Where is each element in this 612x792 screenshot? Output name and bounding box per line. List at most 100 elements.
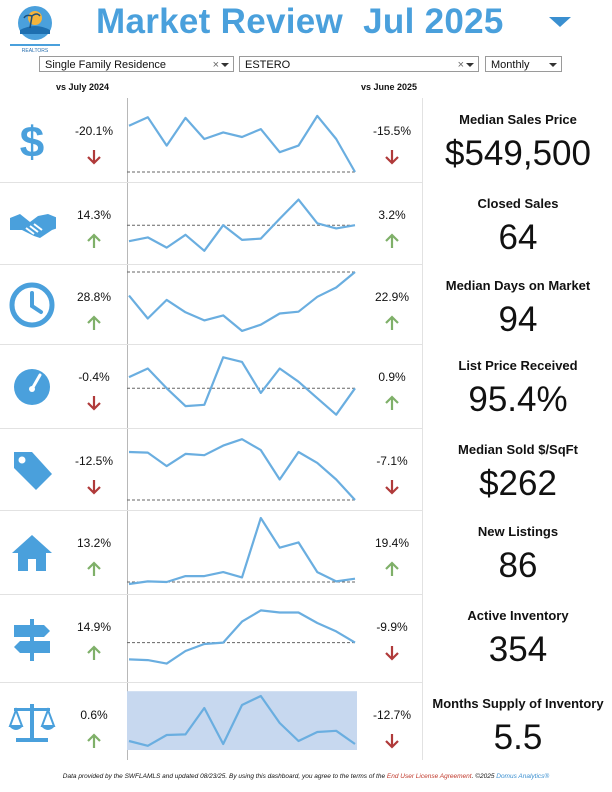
trend-line xyxy=(128,438,356,501)
vs-month-change: -9.9% xyxy=(376,620,408,634)
vs-month-change: 0.9% xyxy=(378,370,406,384)
vs-year-header: vs July 2024 xyxy=(56,82,110,92)
metric-value: 86 xyxy=(498,546,538,585)
clear-icon[interactable]: × xyxy=(457,59,464,71)
period-select[interactable]: Monthly xyxy=(485,56,562,72)
company-logo: REALTORS xyxy=(10,6,60,54)
arrow-up-icon xyxy=(87,561,101,576)
trend-sparkline xyxy=(127,438,357,501)
row-divider xyxy=(0,344,422,345)
page-title: Market Review Jul 2025 xyxy=(96,2,504,41)
metric-label: Active Inventory xyxy=(467,608,569,623)
handshake-icon xyxy=(10,214,56,238)
vs-month-change: 22.9% xyxy=(374,290,410,304)
sparkline-axis xyxy=(127,98,128,760)
property-type-select[interactable]: Single Family Residence × xyxy=(39,56,234,72)
trend-sparkline xyxy=(127,356,357,416)
vs-year-change: -20.1% xyxy=(74,124,114,138)
dollar-icon: $ xyxy=(20,118,44,165)
vs-year-change: -12.5% xyxy=(74,454,114,468)
gauge-icon xyxy=(14,369,50,405)
metric-value: 94 xyxy=(498,300,538,339)
arrow-up-icon xyxy=(87,233,101,248)
metric-label: Median Days on Market xyxy=(445,278,591,293)
range-band xyxy=(127,691,357,750)
chevron-down-icon xyxy=(221,63,229,67)
arrow-down-icon xyxy=(385,646,399,661)
arrow-down-icon xyxy=(385,480,399,495)
metric-value: $262 xyxy=(479,464,557,503)
svg-text:$: $ xyxy=(20,118,44,165)
chevron-down-icon xyxy=(466,63,474,67)
row-divider xyxy=(0,510,422,511)
vs-month-change: 3.2% xyxy=(378,208,406,222)
trend-sparkline xyxy=(127,691,357,750)
signpost-icon xyxy=(14,619,50,661)
trend-line xyxy=(128,198,356,252)
column-divider xyxy=(422,98,423,760)
vs-year-change: -0.4% xyxy=(78,370,110,384)
trend-sparkline xyxy=(127,198,357,252)
arrow-up-icon xyxy=(87,733,101,748)
trend-line xyxy=(128,516,356,586)
footer: Data provided by the SWFLAMLS and update… xyxy=(0,773,612,780)
metric-label: Median Sales Price xyxy=(459,112,577,127)
metric-value: 64 xyxy=(498,218,538,257)
footer-text: Data provided by the SWFLAMLS and update… xyxy=(62,773,387,780)
eula-link[interactable]: End User License Agreement xyxy=(386,773,472,780)
arrow-up-icon xyxy=(385,561,399,576)
trend-line xyxy=(128,271,356,333)
metric-label: Closed Sales xyxy=(477,196,559,211)
metric-label: List Price Received xyxy=(458,358,578,373)
row-divider xyxy=(0,264,422,265)
menu-dropdown-icon[interactable] xyxy=(549,17,571,27)
vs-year-change: 13.2% xyxy=(76,536,112,550)
arrow-up-icon xyxy=(87,645,101,660)
arrow-up-icon xyxy=(385,315,399,330)
trend-line xyxy=(128,609,356,665)
trend-sparkline xyxy=(127,271,357,333)
trend-sparkline xyxy=(127,516,357,586)
arrow-up-icon xyxy=(385,233,399,248)
trend-line xyxy=(128,356,356,416)
city-select[interactable]: ESTERO × xyxy=(239,56,479,72)
house-icon xyxy=(12,535,52,571)
clear-icon[interactable]: × xyxy=(212,59,219,71)
city-value: ESTERO xyxy=(245,59,291,71)
vs-month-header: vs June 2025 xyxy=(361,82,418,92)
vs-year-change: 0.6% xyxy=(80,708,108,722)
vs-year-change: 28.8% xyxy=(76,290,112,304)
row-divider xyxy=(0,428,422,429)
metric-label: Median Sold $/SqFt xyxy=(458,442,578,457)
vs-month-change: 19.4% xyxy=(374,536,410,550)
metric-label: New Listings xyxy=(477,524,559,539)
metric-value: 5.5 xyxy=(493,718,543,757)
vs-month-change: -15.5% xyxy=(372,124,412,138)
arrow-down-icon xyxy=(87,396,101,411)
vs-year-change: 14.9% xyxy=(76,620,112,634)
arrow-down-icon xyxy=(385,734,399,749)
chevron-down-icon xyxy=(549,63,557,67)
row-divider xyxy=(0,682,422,683)
metric-value: 95.4% xyxy=(468,380,568,419)
metric-value: 354 xyxy=(488,630,548,669)
period-value: Monthly xyxy=(491,59,530,71)
row-divider xyxy=(0,182,422,183)
logo-text: REALTORS xyxy=(22,48,49,54)
scales-icon xyxy=(8,704,56,742)
brand-link[interactable]: Domus Analytics® xyxy=(496,773,550,780)
arrow-up-icon xyxy=(87,315,101,330)
arrow-down-icon xyxy=(87,150,101,165)
arrow-up-icon xyxy=(385,395,399,410)
trend-line xyxy=(128,114,356,173)
trend-sparkline xyxy=(127,609,357,665)
property-type-value: Single Family Residence xyxy=(45,59,167,71)
vs-year-change: 14.3% xyxy=(76,208,112,222)
metric-value: $549,500 xyxy=(445,134,591,173)
vs-month-change: -7.1% xyxy=(376,454,408,468)
trend-sparkline xyxy=(127,114,357,173)
vs-month-change: -12.7% xyxy=(372,708,412,722)
footer-text-2: . ©2025 xyxy=(471,773,497,780)
metric-label: Months Supply of Inventory xyxy=(432,696,604,711)
arrow-down-icon xyxy=(385,150,399,165)
